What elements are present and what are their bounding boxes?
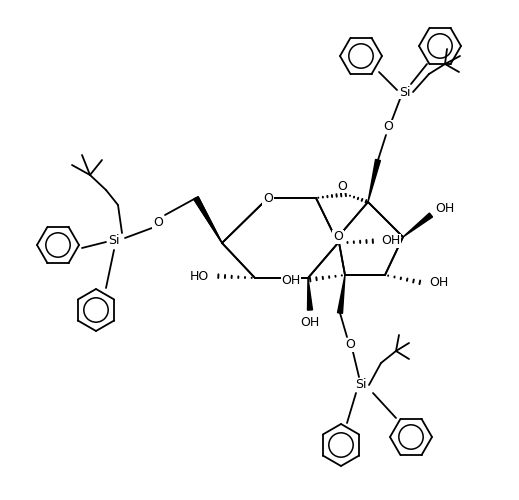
Text: Si: Si	[108, 234, 120, 246]
Text: O: O	[333, 230, 343, 243]
Text: O: O	[153, 216, 163, 230]
Text: O: O	[345, 338, 355, 351]
Text: OH: OH	[381, 234, 401, 248]
Text: OH: OH	[429, 276, 448, 289]
Text: HO: HO	[189, 270, 209, 282]
Text: Si: Si	[355, 378, 367, 392]
Text: O: O	[263, 192, 273, 204]
Polygon shape	[307, 278, 312, 310]
Text: O: O	[383, 120, 393, 134]
Text: Si: Si	[399, 86, 411, 98]
Polygon shape	[194, 196, 222, 243]
Polygon shape	[403, 213, 432, 237]
Text: O: O	[333, 230, 343, 243]
Polygon shape	[368, 160, 380, 202]
Text: O: O	[337, 180, 347, 192]
Text: O: O	[263, 192, 273, 204]
Polygon shape	[337, 275, 345, 314]
Text: OH: OH	[281, 274, 301, 286]
Text: OH: OH	[435, 202, 455, 215]
Polygon shape	[194, 196, 222, 243]
Text: OH: OH	[301, 316, 320, 328]
